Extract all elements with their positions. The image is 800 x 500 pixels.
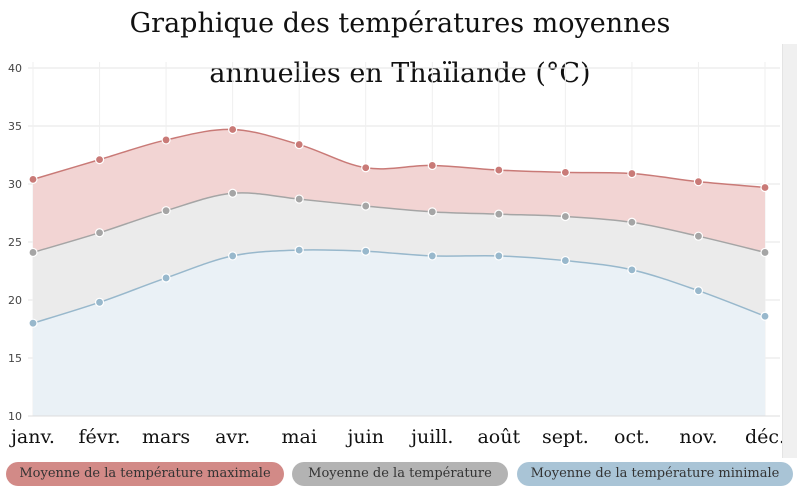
x-tick-label: août (477, 426, 520, 448)
x-tick-label: juill. (409, 426, 453, 448)
legend-item-min[interactable]: Moyenne de la température minimale (517, 462, 793, 486)
line-series-2 (32, 249, 766, 324)
data-point-series-2 (494, 251, 504, 261)
chart-plot: 40 35 30 25 20 15 10 janv. févr. mars avr. mai juin j… (8, 62, 785, 448)
data-point-series-1 (361, 201, 371, 211)
chart-title-line-1: Graphique des températures moyennes (129, 8, 671, 39)
data-point-series-2 (760, 311, 770, 321)
x-tick-label: déc. (745, 426, 785, 448)
legend-item-mean[interactable]: Moyenne de la température (292, 462, 508, 486)
data-point-series-1 (693, 231, 704, 241)
data-point-series-2 (693, 286, 704, 296)
data-point-series-0 (161, 135, 171, 145)
data-point-series-2 (361, 246, 371, 256)
data-point-series-2 (627, 265, 637, 275)
x-tick-label: févr. (79, 426, 121, 448)
data-point-series-0 (627, 168, 637, 179)
x-tick-label: sept. (542, 426, 589, 448)
data-point-series-0 (294, 139, 304, 150)
y-tick-label: 25 (8, 236, 22, 249)
data-point-series-0 (494, 165, 504, 175)
chart-title: Graphique des températures moyennes annu… (0, 0, 800, 100)
x-tick-label: avr. (215, 426, 250, 448)
vertical-scrollbar[interactable] (782, 44, 797, 458)
data-point-series-0 (427, 160, 437, 171)
data-point-series-1 (494, 209, 504, 219)
data-point-series-1 (28, 247, 38, 258)
data-point-series-1 (294, 194, 304, 204)
x-tick-label: mai (281, 426, 316, 448)
data-point-series-1 (427, 207, 437, 217)
data-point-series-0 (228, 124, 238, 135)
data-point-series-1 (94, 228, 105, 238)
chart-title-line-2: annuelles en Thaïlande (°C) (209, 58, 591, 89)
data-point-series-2 (228, 251, 238, 261)
data-point-series-1 (560, 211, 570, 222)
y-tick-label: 10 (8, 410, 22, 423)
data-point-series-0 (361, 163, 371, 173)
data-point-series-1 (627, 217, 637, 227)
chart-legend: Moyenne de la température maximale Moyen… (0, 462, 800, 488)
x-tick-label: mars (142, 426, 190, 448)
line-series-0 (32, 128, 766, 189)
data-point-series-1 (760, 247, 770, 258)
x-tick-label: nov. (679, 426, 717, 448)
y-tick-label: 30 (8, 178, 22, 191)
y-tick-label: 35 (8, 120, 22, 133)
data-point-series-0 (760, 182, 770, 193)
data-point-series-1 (161, 206, 171, 216)
y-tick-label: 20 (8, 294, 22, 307)
data-point-series-2 (94, 297, 105, 307)
data-point-series-2 (560, 255, 570, 266)
area-series-2 (33, 249, 765, 416)
line-series-1 (32, 192, 766, 254)
x-tick-label: janv. (9, 426, 55, 448)
y-tick-label: 40 (8, 62, 22, 75)
x-tick-label: oct. (614, 426, 650, 448)
data-point-series-1 (228, 188, 238, 198)
legend-item-max[interactable]: Moyenne de la température maximale (6, 462, 284, 486)
data-point-series-0 (560, 167, 570, 177)
data-point-series-0 (28, 174, 38, 184)
data-point-series-2 (427, 251, 437, 261)
data-point-series-0 (94, 155, 105, 165)
y-tick-label: 15 (8, 352, 22, 365)
data-point-series-0 (693, 177, 704, 187)
data-point-series-2 (161, 273, 171, 283)
x-tick-label: juin (346, 426, 384, 448)
data-point-series-2 (28, 318, 38, 328)
data-point-series-2 (294, 245, 304, 255)
